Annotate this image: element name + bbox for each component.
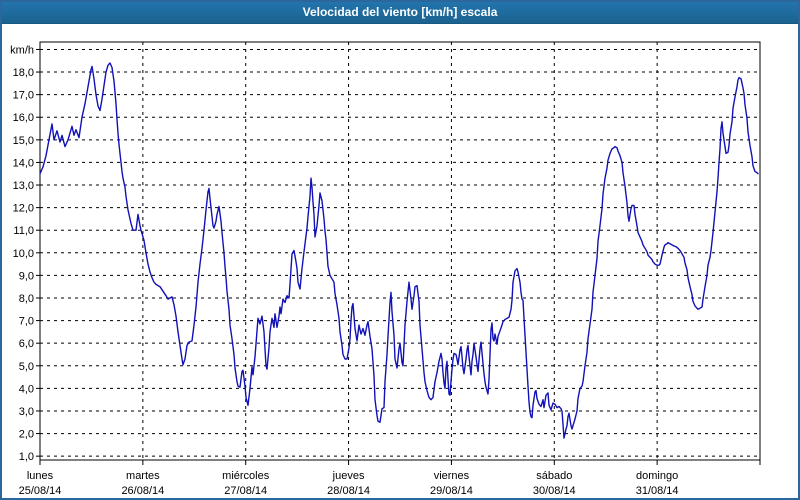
y-tick-label: 2,0 — [19, 429, 34, 441]
y-tick-label: 4,0 — [19, 383, 34, 395]
day-name-label: viernes — [434, 470, 470, 482]
wind-speed-chart: 18,0 17,0 16,0 15,0 14,0 13,0 12,0 11,0 10,0 9,0 8… — [10, 41, 761, 497]
day-date-label: 30/08/14 — [533, 485, 576, 497]
y-tick-label: 13,0 — [13, 180, 34, 192]
y-tick-label: 18,0 — [13, 67, 34, 79]
y-tick-label: 12,0 — [13, 203, 34, 215]
day-date-label: 28/08/14 — [327, 485, 370, 497]
y-tick-label: 7,0 — [19, 316, 34, 328]
y-axis-unit-label: km/h — [10, 44, 34, 56]
chart-area: 18,0 17,0 16,0 15,0 14,0 13,0 12,0 11,0 10,0 9,0 8… — [2, 24, 798, 498]
y-tick-label: 10,0 — [13, 248, 34, 260]
day-name-label: miércoles — [222, 470, 270, 482]
page-title: Velocidad del viento [km/h] escala — [302, 5, 498, 19]
y-tick-label: 1,0 — [19, 451, 34, 463]
day-name-label: lunes — [27, 470, 54, 482]
plot-border — [39, 41, 761, 461]
y-tick-label: 5,0 — [19, 361, 34, 373]
day-name-label: domingo — [636, 470, 678, 482]
y-tick-label: 14,0 — [13, 157, 34, 169]
day-date-label: 29/08/14 — [430, 485, 473, 497]
day-name-label: jueves — [332, 470, 365, 482]
y-tick-label: 9,0 — [19, 270, 34, 282]
y-tick-label: 3,0 — [19, 406, 34, 418]
wind-speed-line — [39, 62, 759, 439]
y-tick-label: 11,0 — [13, 225, 34, 237]
y-tick-label: 17,0 — [13, 90, 34, 102]
day-name-label: sábado — [536, 470, 572, 482]
day-name-label: martes — [126, 470, 160, 482]
y-tick-label: 6,0 — [19, 338, 34, 350]
y-tick-label: 15,0 — [13, 135, 34, 147]
day-date-label: 31/08/14 — [636, 485, 679, 497]
day-date-label: 27/08/14 — [224, 485, 267, 497]
plot-background — [40, 42, 760, 460]
y-tick-label: 8,0 — [19, 293, 34, 305]
day-date-label: 26/08/14 — [121, 485, 164, 497]
window-titlebar: Velocidad del viento [km/h] escala — [2, 2, 798, 24]
day-date-label: 25/08/14 — [19, 485, 62, 497]
y-tick-label: 16,0 — [13, 112, 34, 124]
